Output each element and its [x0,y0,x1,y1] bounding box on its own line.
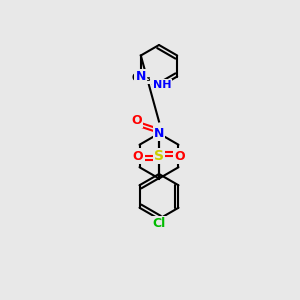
Text: Cl: Cl [152,217,166,230]
Text: O: O [175,149,185,163]
Text: S: S [154,149,164,163]
Text: CH₃: CH₃ [131,73,151,83]
Text: N: N [136,70,146,83]
Text: O: O [133,149,143,163]
Text: O: O [131,114,142,127]
Text: N: N [154,127,164,140]
Text: NH: NH [153,80,171,91]
